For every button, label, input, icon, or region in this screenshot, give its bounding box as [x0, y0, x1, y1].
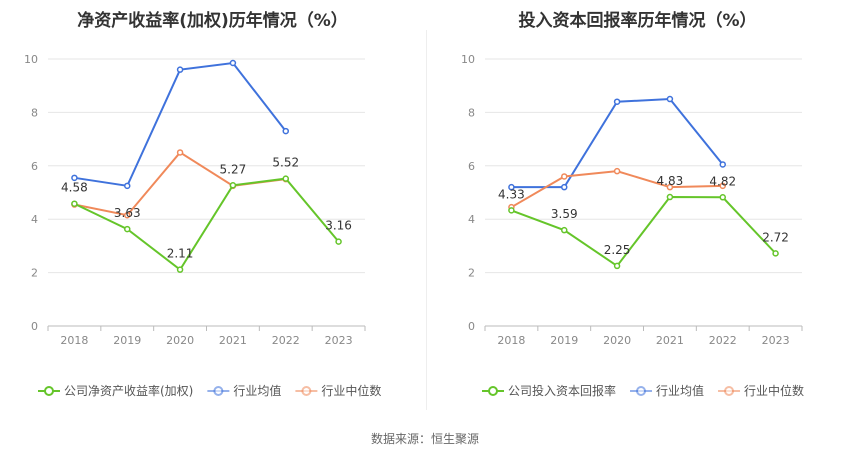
- data-point-industry_avg: [613, 98, 621, 105]
- data-label: 4.82: [709, 174, 736, 188]
- chart-title-roe: 净资产收益率(加权)历年情况（%）: [77, 11, 348, 31]
- data-point-industry_median: [176, 149, 184, 156]
- data-point-company: [282, 175, 289, 182]
- y-tick-label: 6: [31, 160, 38, 173]
- series-line-company: [511, 196, 777, 268]
- legend-item-industry_avg: 行业均值: [207, 383, 281, 398]
- x-tick-label: 2018: [60, 334, 88, 347]
- y-tick-label: 8: [468, 106, 475, 119]
- data-label: 4.83: [657, 174, 684, 188]
- legend-label: 公司净资产收益率(加权): [64, 383, 193, 398]
- legend-item-industry_median: 行业中位数: [718, 383, 804, 398]
- panel-divider: [426, 30, 427, 410]
- data-point-industry_median: [561, 173, 568, 180]
- data-point-industry_avg: [124, 182, 131, 190]
- data-point-company: [508, 207, 515, 214]
- data-source-label: 数据来源：恒生聚源: [370, 432, 479, 446]
- y-tick-label: 0: [468, 320, 475, 333]
- legend-item-industry_median: 行业中位数: [295, 383, 381, 398]
- x-tick-label: 2022: [709, 334, 737, 347]
- data-point-company: [124, 225, 131, 233]
- data-point-industry_median: [124, 211, 131, 219]
- chart-title-roic: 投入资本回报率历年情况（%）: [518, 11, 757, 31]
- series-line-industry_median: [74, 151, 286, 217]
- legend-label: 公司投入资本回报率: [508, 383, 616, 398]
- data-point-company: [666, 193, 674, 201]
- data-point-company: [71, 200, 78, 207]
- data-point-company: [229, 182, 237, 189]
- data-point-industry_avg: [229, 59, 237, 67]
- legend-label: 行业均值: [656, 383, 704, 398]
- data-label: 3.59: [551, 207, 578, 221]
- data-point-company: [176, 266, 184, 273]
- data-label: 4.33: [498, 187, 525, 201]
- legend-label: 行业中位数: [744, 383, 804, 398]
- legend-item-company: 公司投入资本回报率: [482, 383, 616, 398]
- y-tick-label: 10: [24, 53, 38, 66]
- legend-marker: [636, 386, 647, 396]
- series-line-industry_avg: [74, 61, 287, 187]
- series-line-industry_median: [510, 170, 723, 209]
- data-point-industry_avg: [666, 95, 674, 103]
- data-point-industry_avg: [176, 66, 184, 73]
- x-tick-label: 2021: [656, 334, 684, 347]
- data-point-industry_median: [666, 183, 674, 191]
- y-tick-label: 0: [31, 320, 38, 333]
- y-tick-label: 2: [468, 267, 475, 280]
- data-point-industry_avg: [282, 127, 289, 135]
- data-point-industry_avg: [561, 183, 568, 191]
- series-line-company: [73, 177, 340, 272]
- x-tick-label: 2018: [497, 334, 525, 347]
- legend-marker: [44, 386, 54, 396]
- legend-marker: [488, 386, 498, 396]
- x-tick-label: 2023: [762, 334, 790, 347]
- chart-panel-1: 0 2 4 6 8 10 2018 2019 2020 2021 2022 2023 4.58 3.63 2…: [24, 53, 381, 398]
- legend-marker: [724, 386, 735, 396]
- data-point-industry_median: [719, 182, 726, 190]
- y-tick-label: 2: [31, 267, 38, 280]
- x-tick-label: 2020: [166, 334, 194, 347]
- y-tick-label: 6: [468, 160, 475, 173]
- data-point-industry_median: [613, 167, 621, 175]
- chart-panel-2: 0 2 4 6 8 10 2018 2019 2020 2021 2022 2023 4.33 3.59 2…: [461, 53, 804, 398]
- data-point-company: [335, 238, 342, 245]
- data-point-company: [613, 262, 621, 270]
- data-point-company: [772, 250, 779, 257]
- y-tick-label: 10: [461, 53, 475, 66]
- data-label: 4.58: [61, 181, 88, 195]
- legend-marker: [301, 386, 312, 396]
- x-tick-label: 2019: [550, 334, 578, 347]
- data-point-industry_avg: [508, 183, 515, 191]
- data-label: 5.27: [220, 162, 247, 176]
- x-tick-label: 2020: [603, 334, 631, 347]
- y-tick-label: 8: [31, 106, 38, 119]
- x-tick-label: 2023: [325, 334, 353, 347]
- x-tick-label: 2022: [272, 334, 300, 347]
- x-tick-label: 2019: [113, 334, 141, 347]
- data-point-industry_avg: [719, 161, 726, 168]
- x-tick-label: 2021: [219, 334, 247, 347]
- data-point-company: [561, 226, 568, 234]
- legend-label: 行业中位数: [321, 383, 381, 398]
- data-label: 2.11: [167, 247, 194, 261]
- y-tick-label: 4: [468, 213, 475, 226]
- data-label: 2.25: [604, 243, 631, 257]
- legend-marker: [213, 386, 224, 396]
- data-point-industry_avg: [71, 174, 78, 182]
- legend-label: 行业均值: [233, 383, 281, 398]
- legend-item-industry_avg: 行业均值: [630, 383, 704, 398]
- y-tick-label: 4: [31, 213, 38, 226]
- legend-item-company: 公司净资产收益率(加权): [38, 383, 193, 398]
- data-label: 2.72: [762, 230, 789, 244]
- data-label: 3.16: [325, 219, 352, 233]
- data-label: 5.52: [272, 156, 299, 170]
- data-label: 3.63: [114, 206, 141, 220]
- data-point-company: [719, 194, 726, 201]
